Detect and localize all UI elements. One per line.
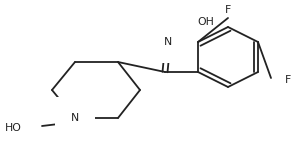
Text: N: N	[164, 37, 172, 47]
Text: F: F	[285, 75, 291, 85]
Text: OH: OH	[197, 17, 214, 27]
Text: F: F	[225, 5, 231, 15]
Text: N: N	[71, 113, 79, 123]
Text: HO: HO	[5, 123, 22, 133]
